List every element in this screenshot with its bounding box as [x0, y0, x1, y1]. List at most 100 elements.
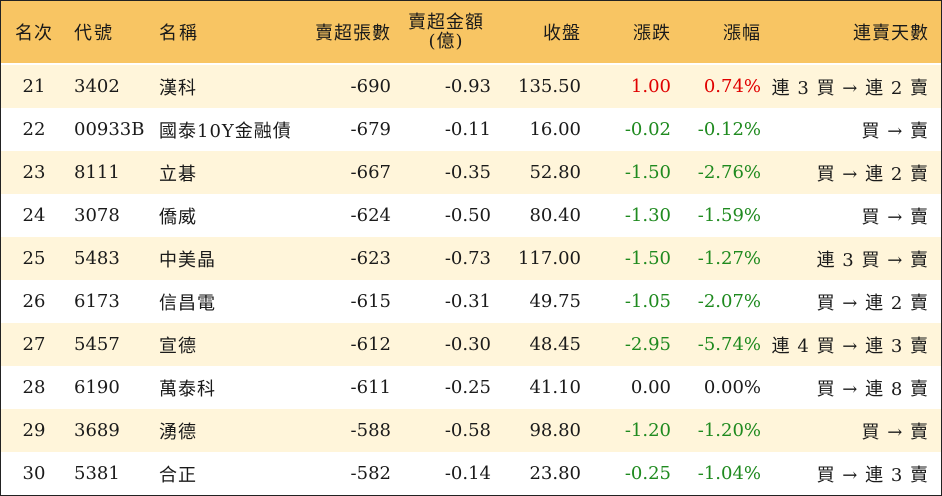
code-cell: 3078 [74, 205, 120, 226]
sell-amount-cell: -0.93 [444, 76, 491, 97]
change-pct-cell: -1.20% [697, 420, 761, 441]
sell-volume-cell: -623 [350, 248, 391, 269]
sell-volume-cell: -667 [350, 162, 391, 183]
sell-amount-cell: -0.11 [444, 119, 491, 140]
streak-cell: 連 3 買 → 賣 [816, 249, 929, 271]
rank-cell: 29 [22, 420, 46, 441]
name-cell: 萬泰科 [159, 378, 216, 400]
rank-cell: 27 [22, 334, 46, 355]
change-pct-cell: -1.04% [697, 463, 761, 484]
sell-amount-cell: -0.31 [444, 291, 491, 312]
code-cell: 5457 [74, 334, 120, 355]
code-cell: 6190 [74, 377, 120, 398]
sell-amount-cell: -0.25 [444, 377, 491, 398]
change-pct-cell: -1.59% [697, 205, 761, 226]
table-row: 24 3078 僑威 -624 -0.50 80.40 -1.30 -1.59% 買 → 賣 [1, 194, 941, 237]
sell-volume-cell: -615 [350, 291, 391, 312]
name-cell: 信昌電 [159, 292, 216, 314]
name-cell: 漢科 [159, 77, 197, 99]
code-cell: 3402 [74, 76, 120, 97]
header-sell-volume: 賣超張數 [315, 23, 391, 44]
sell-amount-cell: -0.50 [444, 205, 491, 226]
table-row: 27 5457 宣德 -612 -0.30 48.45 -2.95 -5.74% 連 4 買 →… [1, 323, 941, 366]
table-header: 名次 代號 名稱 賣超張數 賣超金額 (億) 收盤 漲跌 漲幅 連賣天數 [1, 1, 941, 63]
rank-cell: 30 [22, 463, 46, 484]
sell-amount-cell: -0.58 [444, 420, 491, 441]
rank-cell: 23 [22, 162, 46, 183]
change-pct-cell: -1.27% [697, 248, 761, 269]
name-cell: 立碁 [159, 163, 197, 185]
code-cell: 8111 [74, 162, 120, 183]
code-cell: 5381 [74, 463, 120, 484]
header-change: 漲跌 [633, 23, 671, 44]
change-pct-cell: -2.07% [697, 291, 761, 312]
header-sell-amount-label: 賣超金額 [408, 12, 484, 33]
close-cell: 49.75 [529, 291, 581, 312]
streak-cell: 買 → 連 2 賣 [816, 163, 929, 185]
table-row: 30 5381 合正 -582 -0.14 23.80 -0.25 -1.04% 買 → 連 3… [1, 452, 941, 495]
streak-cell: 買 → 連 3 賣 [816, 464, 929, 486]
change-cell: -1.20 [624, 420, 671, 441]
table-row: 21 3402 漢科 -690 -0.93 135.50 1.00 0.74% 連 3 買 → … [1, 65, 941, 108]
streak-cell: 買 → 連 2 賣 [816, 292, 929, 314]
change-cell: -1.30 [624, 205, 671, 226]
name-cell: 國泰10Y金融債 [159, 120, 292, 142]
code-cell: 5483 [74, 248, 120, 269]
change-cell: -1.50 [624, 248, 671, 269]
sell-volume-cell: -679 [350, 119, 391, 140]
change-pct-cell: 0.74% [703, 76, 761, 97]
table-row: 25 5483 中美晶 -623 -0.73 117.00 -1.50 -1.27% 連 3 買… [1, 237, 941, 280]
close-cell: 80.40 [529, 205, 581, 226]
header-name: 名稱 [159, 23, 199, 44]
rank-cell: 24 [22, 205, 46, 226]
change-pct-cell: -0.12% [697, 119, 761, 140]
sell-volume-cell: -611 [350, 377, 391, 398]
change-cell: 1.00 [630, 76, 671, 97]
sell-amount-cell: -0.14 [444, 463, 491, 484]
name-cell: 僑威 [159, 206, 197, 228]
change-pct-cell: -2.76% [697, 162, 761, 183]
header-code: 代號 [74, 23, 114, 44]
streak-cell: 買 → 賣 [861, 120, 929, 142]
streak-cell: 連 3 買 → 連 2 賣 [771, 77, 929, 99]
rank-cell: 21 [22, 76, 46, 97]
change-cell: 0.00 [630, 377, 671, 398]
close-cell: 98.80 [529, 420, 581, 441]
code-cell: 3689 [74, 420, 120, 441]
rank-cell: 28 [22, 377, 46, 398]
code-cell: 6173 [74, 291, 120, 312]
change-cell: -0.25 [624, 463, 671, 484]
code-cell: 00933B [74, 119, 145, 140]
name-cell: 湧德 [159, 421, 197, 443]
table-row: 28 6190 萬泰科 -611 -0.25 41.10 0.00 0.00% 買 → 連 8 … [1, 366, 941, 409]
rank-cell: 25 [22, 248, 46, 269]
header-rank: 名次 [15, 23, 53, 44]
sell-volume-cell: -612 [350, 334, 391, 355]
sell-amount-cell: -0.35 [444, 162, 491, 183]
streak-cell: 買 → 賣 [861, 421, 929, 443]
streak-cell: 連 4 買 → 連 3 賣 [771, 335, 929, 357]
change-pct-cell: 0.00% [703, 377, 761, 398]
table-row: 23 8111 立碁 -667 -0.35 52.80 -1.50 -2.76% 買 → 連 2… [1, 151, 941, 194]
change-cell: -0.02 [624, 119, 671, 140]
close-cell: 41.10 [529, 377, 581, 398]
name-cell: 宣德 [159, 335, 197, 357]
table-row: 22 00933B 國泰10Y金融債 -679 -0.11 16.00 -0.02 -0.12… [1, 108, 941, 151]
name-cell: 中美晶 [159, 249, 216, 271]
change-cell: -2.95 [624, 334, 671, 355]
header-change-pct: 漲幅 [723, 23, 761, 44]
table-row: 29 3689 湧德 -588 -0.58 98.80 -1.20 -1.20% 買 → 賣 [1, 409, 941, 452]
name-cell: 合正 [159, 464, 197, 486]
close-cell: 23.80 [529, 463, 581, 484]
close-cell: 48.45 [529, 334, 581, 355]
close-cell: 52.80 [529, 162, 581, 183]
sell-amount-cell: -0.73 [444, 248, 491, 269]
streak-cell: 買 → 賣 [861, 206, 929, 228]
header-sell-amount-unit: (億) [428, 31, 464, 52]
header-streak: 連賣天數 [853, 23, 929, 44]
sell-volume-cell: -690 [350, 76, 391, 97]
change-cell: -1.50 [624, 162, 671, 183]
header-sell-amount: 賣超金額 (億) [401, 1, 491, 63]
rank-cell: 26 [22, 291, 46, 312]
